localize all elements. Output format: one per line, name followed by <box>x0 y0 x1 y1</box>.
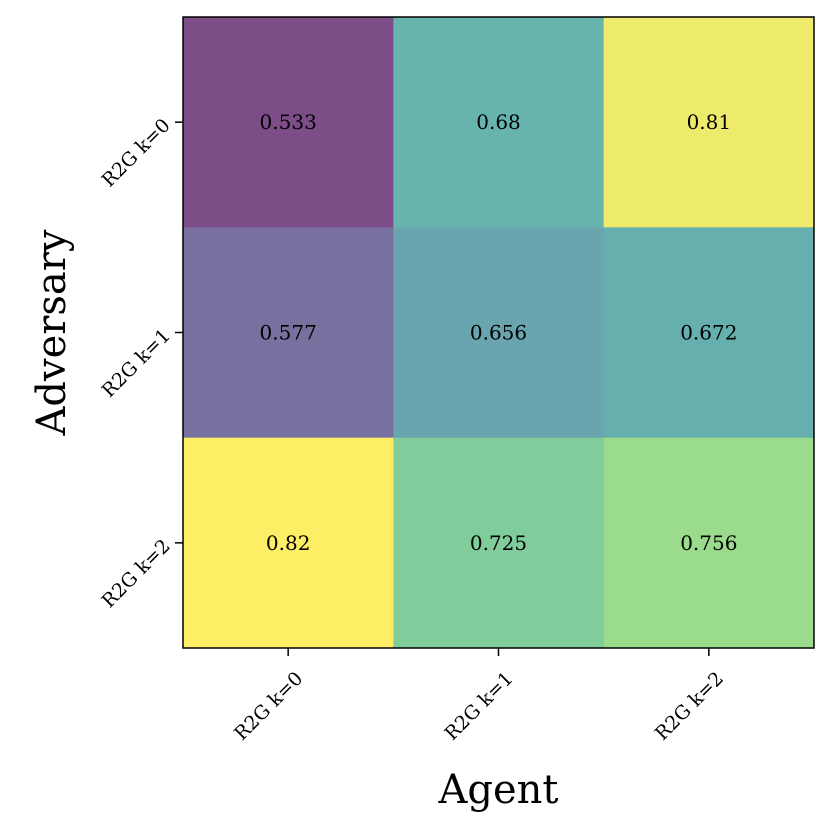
y-axis-ticks: R2G k=0 R2G k=1 R2G k=2 <box>98 114 183 612</box>
y-tick-label: R2G k=1 <box>98 325 175 402</box>
heatmap-cell <box>183 437 394 649</box>
cell-value-label: 0.68 <box>476 110 521 134</box>
heatmap-cell <box>183 227 394 439</box>
heatmap-cell <box>393 227 605 439</box>
cell-value-label: 0.533 <box>260 110 317 134</box>
heatmap-cell <box>393 437 605 649</box>
cell-value-label: 0.577 <box>260 321 317 345</box>
cell-value-label: 0.81 <box>687 110 732 134</box>
cell-value-label: 0.656 <box>470 321 527 345</box>
y-tick-label: R2G k=0 <box>98 114 175 191</box>
x-tick-label: R2G k=0 <box>230 668 307 745</box>
heatmap-cell <box>603 17 815 228</box>
heatmap-cell <box>603 227 815 439</box>
heatmap-cell <box>603 437 815 649</box>
x-axis-ticks: R2G k=0 R2G k=1 R2G k=2 <box>230 648 728 745</box>
cell-value-labels: 0.533 0.68 0.81 0.577 0.656 0.672 0.82 0.725 0.7… <box>260 110 738 555</box>
y-tick-label: R2G k=2 <box>98 535 175 612</box>
heatmap-cell <box>183 17 394 228</box>
cell-value-label: 0.725 <box>470 531 527 555</box>
cell-value-label: 0.672 <box>680 321 737 345</box>
cell-value-label: 0.756 <box>680 531 737 555</box>
x-axis-label: Agent <box>438 767 559 813</box>
heatmap-cells <box>183 17 815 649</box>
x-tick-label: R2G k=1 <box>440 668 517 745</box>
heatmap-cell <box>393 17 605 228</box>
y-axis-label: Adversary <box>29 229 75 436</box>
x-tick-label: R2G k=2 <box>651 668 728 745</box>
cell-value-label: 0.82 <box>266 531 311 555</box>
